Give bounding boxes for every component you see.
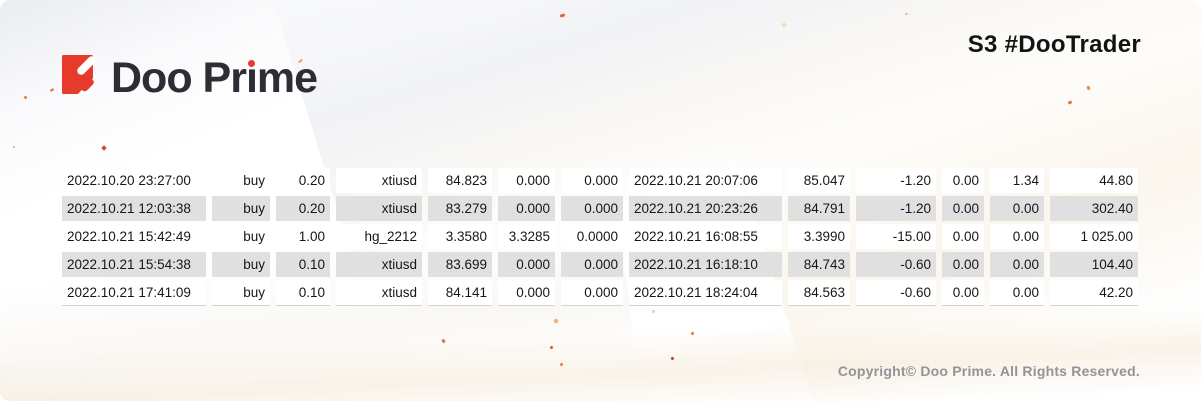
confetti-speck — [670, 356, 675, 361]
cell-sl: 0.000 — [498, 280, 555, 306]
confetti-speck — [690, 331, 695, 336]
cell-symbol: xtiusd — [336, 252, 422, 277]
cell-close_time: 2022.10.21 18:24:04 — [629, 280, 782, 306]
cell-open_time: 2022.10.21 15:54:38 — [62, 252, 206, 277]
cell-profit: 104.40 — [1050, 252, 1138, 277]
cell-tp: 0.000 — [561, 168, 623, 193]
cell-close_price: 3.3990 — [788, 224, 850, 249]
table-row: 2022.10.21 12:03:38 buy 0.20 xtiusd 83.279 0.… — [62, 196, 1138, 221]
cell-symbol: xtiusd — [336, 280, 422, 306]
cell-tp: 0.000 — [561, 252, 623, 277]
cell-close_price: 84.743 — [788, 252, 850, 277]
cell-sl: 0.000 — [498, 196, 555, 221]
cell-volume: 1.00 — [276, 224, 330, 249]
cell-open_time: 2022.10.21 15:42:49 — [62, 224, 206, 249]
cell-open_time: 2022.10.20 23:27:00 — [62, 168, 206, 193]
cell-swap: 0.00 — [990, 280, 1044, 306]
cell-close_time: 2022.10.21 20:07:06 — [629, 168, 782, 193]
cell-close_price: 84.563 — [788, 280, 850, 306]
cell-close_price: 84.791 — [788, 196, 850, 221]
cell-close_time: 2022.10.21 16:08:55 — [629, 224, 782, 249]
cell-symbol: xtiusd — [336, 168, 422, 193]
confetti-speck — [101, 145, 107, 151]
cell-close_time: 2022.10.21 20:23:26 — [629, 196, 782, 221]
cell-tp: 0.0000 — [561, 224, 623, 249]
cell-swap: 0.00 — [990, 224, 1044, 249]
background-ribbon — [0, 298, 1201, 401]
table-row: 2022.10.21 17:41:09 buy 0.10 xtiusd 84.141 0.… — [62, 280, 1138, 306]
cell-taxes: 0.00 — [942, 168, 984, 193]
wordmark-text: Doo Pr — [111, 54, 247, 102]
cell-open_price: 84.823 — [428, 168, 492, 193]
doo-prime-logo-icon — [62, 55, 96, 94]
cell-open_price: 84.141 — [428, 280, 492, 306]
cell-sl: 3.3285 — [498, 224, 555, 249]
cell-type: buy — [212, 280, 270, 306]
cell-commission: -15.00 — [856, 224, 936, 249]
cell-swap: 0.00 — [990, 252, 1044, 277]
cell-swap: 1.34 — [990, 168, 1044, 193]
confetti-speck — [553, 318, 559, 324]
confetti-speck — [559, 13, 566, 18]
cell-commission: -0.60 — [856, 280, 936, 306]
cell-open_price: 83.279 — [428, 196, 492, 221]
cell-type: buy — [212, 168, 270, 193]
wordmark-i: ı — [245, 54, 258, 102]
cell-open_price: 3.3580 — [428, 224, 492, 249]
cell-close_time: 2022.10.21 16:18:10 — [629, 252, 782, 277]
brand-wordmark: Doo Prı me — [111, 54, 318, 102]
cell-open_time: 2022.10.21 12:03:38 — [62, 196, 206, 221]
cell-volume: 0.20 — [276, 168, 330, 193]
confetti-speck — [651, 309, 656, 314]
cell-commission: -1.20 — [856, 168, 936, 193]
confetti-speck — [559, 362, 564, 367]
cell-open_price: 83.699 — [428, 252, 492, 277]
confetti-speck — [49, 88, 55, 92]
program-label: S3 #DooTrader — [967, 31, 1141, 58]
table-row: 2022.10.20 23:27:00 buy 0.20 xtiusd 84.823 0.… — [62, 168, 1138, 193]
table-row: 2022.10.21 15:42:49 buy 1.00 hg_2212 3.3580 3… — [62, 224, 1138, 249]
cell-profit: 302.40 — [1050, 196, 1138, 221]
cell-tp: 0.000 — [561, 196, 623, 221]
cell-taxes: 0.00 — [942, 280, 984, 306]
cell-close_price: 85.047 — [788, 168, 850, 193]
confetti-speck — [13, 146, 15, 148]
cell-tp: 0.000 — [561, 280, 623, 306]
i-dot-accent — [247, 60, 255, 67]
trades-table: 2022.10.20 23:27:00 buy 0.20 xtiusd 84.823 0.… — [56, 165, 1144, 309]
cell-swap: 0.00 — [990, 196, 1044, 221]
cell-profit: 1 025.00 — [1050, 224, 1138, 249]
cell-symbol: hg_2212 — [336, 224, 422, 249]
wordmark-text: me — [256, 54, 318, 102]
cell-sl: 0.000 — [498, 168, 555, 193]
confetti-speck — [1086, 85, 1091, 91]
cell-profit: 42.20 — [1050, 280, 1138, 306]
cell-sl: 0.000 — [498, 252, 555, 277]
cell-taxes: 0.00 — [942, 252, 984, 277]
cell-volume: 0.20 — [276, 196, 330, 221]
cell-type: buy — [212, 224, 270, 249]
confetti-speck — [549, 345, 554, 350]
copyright-text: Copyright© Doo Prime. All Rights Reserve… — [837, 363, 1140, 379]
confetti-speck — [904, 12, 909, 16]
cell-type: buy — [212, 252, 270, 277]
cell-volume: 0.10 — [276, 252, 330, 277]
cell-type: buy — [212, 196, 270, 221]
confetti-speck — [23, 95, 28, 100]
confetti-speck — [441, 338, 446, 344]
confetti-speck — [781, 22, 787, 28]
cell-volume: 0.10 — [276, 280, 330, 306]
cell-open_time: 2022.10.21 17:41:09 — [62, 280, 206, 306]
table-row: 2022.10.21 15:54:38 buy 0.10 xtiusd 83.699 0.… — [62, 252, 1138, 277]
cell-symbol: xtiusd — [336, 196, 422, 221]
confetti-speck — [1067, 100, 1073, 105]
cell-commission: -1.20 — [856, 196, 936, 221]
cell-commission: -0.60 — [856, 252, 936, 277]
cell-profit: 44.80 — [1050, 168, 1138, 193]
cell-taxes: 0.00 — [942, 196, 984, 221]
cell-taxes: 0.00 — [942, 224, 984, 249]
trades-table-wrapper: 2022.10.20 23:27:00 buy 0.20 xtiusd 84.823 0.… — [56, 165, 1144, 309]
